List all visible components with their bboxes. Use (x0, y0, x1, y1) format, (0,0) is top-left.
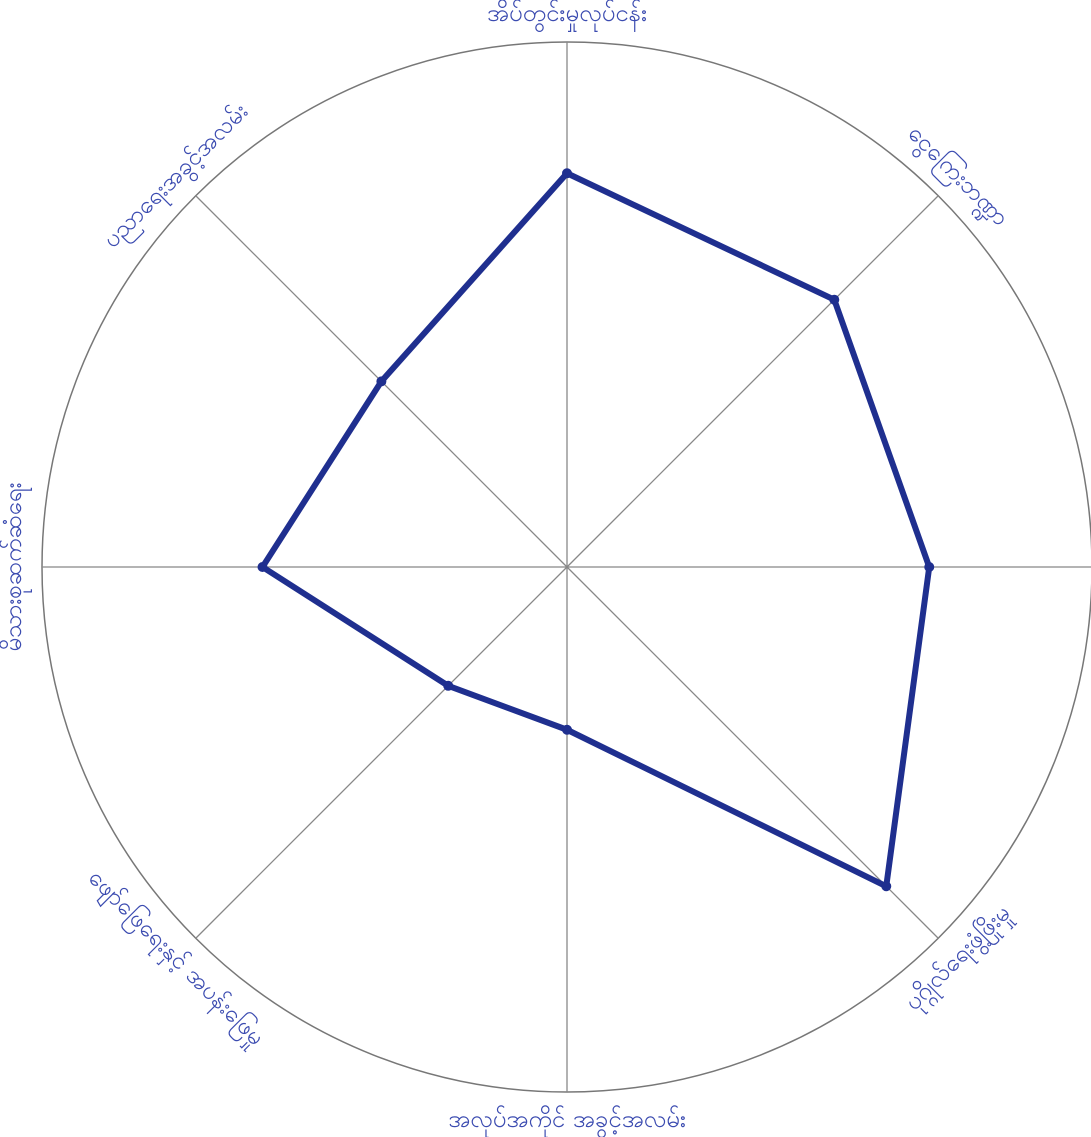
radar-point (562, 168, 572, 178)
radar-point (562, 725, 572, 735)
page: {"chart_data": {"type": "radar", "catego… (0, 0, 1091, 1137)
radar-point (881, 881, 891, 891)
axis-line (567, 196, 938, 567)
chart: အိပ်တွင်းမှုလုပ်ငန်းငွေကြေးဘဏ္ဍာကျန်းမာရ… (0, 0, 1091, 1137)
axis-label: မိသားစုဆက်ဆံရေး (0, 482, 32, 651)
radar-point (924, 562, 934, 572)
axis-label: အလုပ်အကိုင် အခွင့်အလမ်း (448, 1104, 686, 1137)
radar-point (258, 562, 268, 572)
radar-point (829, 295, 839, 305)
radar-point (376, 376, 386, 386)
axis-label: အိပ်တွင်းမှုလုပ်ငန်း (487, 0, 647, 33)
radar-point (443, 681, 453, 691)
axis-line (196, 567, 567, 938)
radar-line (263, 173, 930, 886)
